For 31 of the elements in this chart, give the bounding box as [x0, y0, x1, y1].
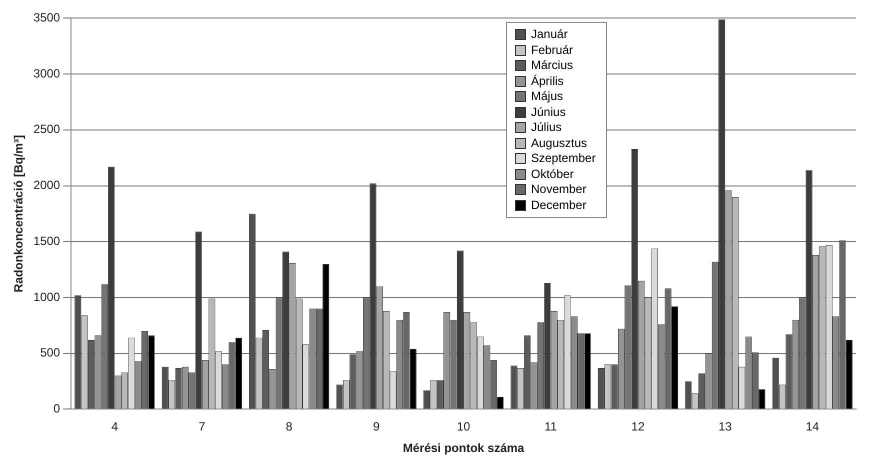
legend-label: Szeptember: [531, 151, 596, 166]
legend-label: Május: [531, 89, 564, 104]
legend-label: Október: [531, 166, 574, 182]
x-tick-label: 12: [631, 420, 645, 434]
legend-label: Február: [531, 42, 574, 58]
x-tick-label: 13: [718, 420, 732, 434]
legend-label: Június: [531, 104, 566, 120]
y-tick-label: 0: [53, 402, 60, 416]
legend-label: Január: [531, 27, 568, 42]
legend-label: Március: [531, 58, 574, 74]
legend-label: November: [531, 182, 586, 198]
y-tick-label: 1000: [33, 290, 60, 304]
x-tick-label: 8: [286, 420, 293, 434]
x-tick-label: 4: [111, 420, 118, 434]
legend-label: Április: [531, 74, 564, 89]
legend-label: Augusztus: [531, 136, 588, 151]
y-tick-label: 3000: [33, 66, 60, 80]
x-tick-label: 9: [372, 420, 380, 434]
y-axis-title: Radonkoncentráció [Bq/m³]: [12, 135, 26, 292]
y-tick-label: 1500: [33, 234, 60, 248]
legend-label: December: [531, 198, 586, 213]
y-tick-label: 2000: [33, 178, 60, 192]
x-axis-title: Mérési pontok száma: [402, 441, 525, 456]
x-tick-label: 11: [544, 420, 558, 434]
x-tick-label: 10: [456, 420, 471, 434]
x-tick-label: 14: [806, 420, 820, 434]
legend-label: Július: [531, 120, 562, 136]
x-tick-label: 7: [198, 420, 206, 434]
y-tick-label: 2500: [33, 122, 60, 136]
y-tick-label: 500: [40, 346, 60, 360]
y-tick-label: 3500: [33, 10, 60, 25]
